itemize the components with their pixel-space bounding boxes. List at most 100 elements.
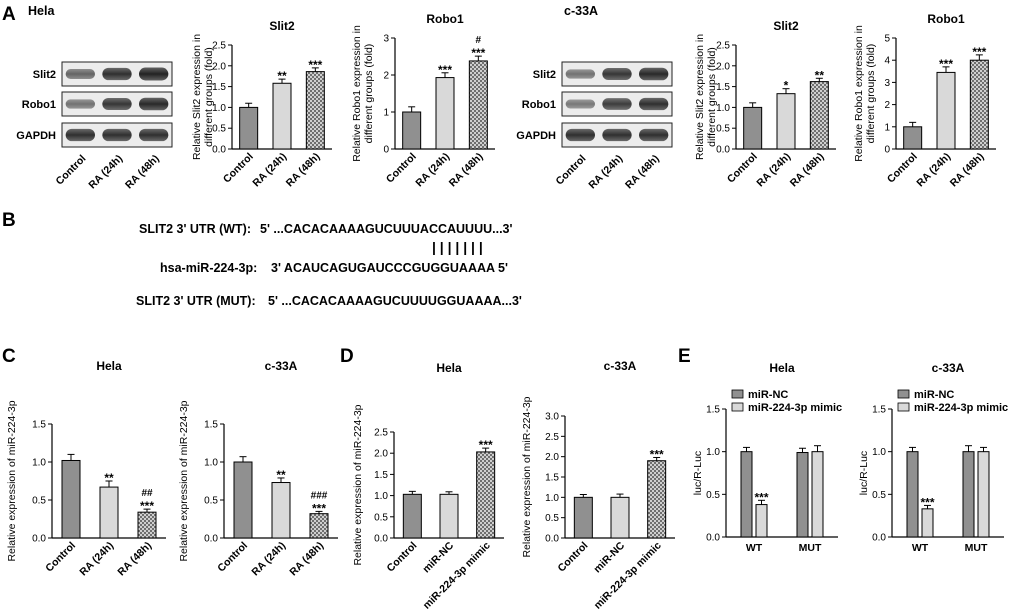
blot-band [565, 128, 595, 142]
panel-label-a: A [2, 4, 16, 25]
bar [239, 106, 259, 150]
y-tick-label: 0.0 [716, 145, 730, 156]
panel-label-c: C [2, 346, 16, 367]
x-tick-label: Control [215, 540, 250, 575]
y-tick-label: 0.5 [706, 490, 720, 501]
mut-label: SLIT2 3' UTR (MUT): [136, 294, 256, 308]
x-tick-label: RA (48h) [115, 540, 154, 579]
legend-swatch [897, 402, 910, 412]
y-axis-label: different groups (fold) [203, 47, 215, 147]
legend-label: miR-NC [748, 389, 788, 401]
y-tick-label: 0.0 [872, 533, 886, 544]
y-tick-label: 1.5 [706, 405, 720, 416]
significance-label: *** [650, 447, 664, 461]
bar [305, 71, 325, 150]
bar [272, 82, 292, 150]
significance-label: *** [438, 63, 452, 77]
y-tick-label: 1.5 [204, 420, 218, 431]
legend-label: miR-224-3p mimic [748, 402, 842, 414]
chart-d-c33a: c-33A Relative expression of miR-224-3p 0.… [521, 359, 675, 612]
blot-row-label: Slit2 [33, 69, 56, 81]
y-tick-label: 1.0 [204, 458, 218, 469]
blot-band [639, 97, 669, 111]
y-tick-label: 1.0 [706, 447, 720, 458]
y-axis-label: luc/R-Luc [858, 451, 870, 495]
chart-a-c33a-slit2: Slit2 Relative Slit2 expression in differe… [694, 19, 836, 189]
significance-label: ## [141, 488, 153, 499]
y-tick-label: 1.5 [212, 82, 226, 93]
mut-sequence: 5' ...CACACAAAAGUCUUUUGGUAAAA...3' [268, 294, 522, 308]
significance-label: *** [479, 438, 493, 452]
blot-band [65, 99, 95, 109]
y-tick-label: 2 [383, 71, 389, 82]
y-tick-label: 2 [884, 100, 890, 111]
bar [402, 111, 422, 150]
sequence-alignment: SLIT2 3' UTR (WT): 5' ...CACACAAAAGUCUUU… [136, 222, 522, 308]
x-tick-label: miR-224-3p mimic [421, 540, 493, 612]
legend-swatch [731, 402, 744, 412]
y-tick-label: 0.0 [374, 534, 388, 545]
blot-row-label: Slit2 [533, 69, 556, 81]
chart-title: Slit2 [269, 19, 295, 33]
legend-label: miR-NC [914, 389, 954, 401]
bar [309, 513, 329, 539]
chart-a-hela-robo1: Robo1 Relative Robo1 expression in differe… [351, 12, 495, 189]
bar [573, 496, 593, 539]
chart-title: c-33A [604, 359, 637, 373]
x-tick-label: MUT [965, 542, 988, 554]
y-tick-label: 0.0 [204, 534, 218, 545]
y-tick-label: 0 [884, 145, 890, 156]
significance-label: *** [312, 501, 326, 515]
significance-label: ** [276, 468, 286, 482]
y-tick-label: 2.5 [212, 41, 226, 52]
bar [61, 459, 81, 539]
x-tick-label: RA (48h) [948, 151, 987, 190]
bar [271, 482, 291, 539]
bar [610, 496, 630, 539]
blot-band [102, 67, 132, 81]
blot-lane-label: Control [54, 153, 89, 188]
y-tick-label: 0.0 [32, 534, 46, 545]
y-tick-label: 1 [383, 108, 389, 119]
significance-label: *** [308, 58, 322, 72]
bar [977, 451, 990, 538]
y-tick-label: 0 [383, 145, 389, 156]
x-tick-label: Control [43, 540, 78, 575]
blot-cell-title: c-33A [564, 4, 598, 18]
bar [811, 451, 824, 538]
bar [809, 81, 829, 150]
blot-band [102, 128, 132, 142]
blot-lane-label: RA (24h) [586, 153, 625, 192]
bar [755, 504, 768, 538]
y-axis-label: different groups (fold) [865, 44, 877, 144]
x-tick-label: RA (48h) [788, 151, 827, 190]
y-tick-label: 1.5 [716, 82, 730, 93]
bar [936, 71, 956, 150]
bar [740, 451, 753, 538]
chart-c-c33a: c-33A Relative expression of miR-224-3p 0.… [178, 359, 338, 578]
y-axis-label: Relative Robo1 expression in [853, 25, 865, 162]
y-tick-label: 1.0 [374, 491, 388, 502]
bar [402, 493, 422, 539]
chart-title: c-33A [265, 359, 298, 373]
blot-band [139, 97, 169, 111]
y-axis-label: different groups (fold) [706, 47, 718, 147]
y-tick-label: 2.0 [545, 452, 559, 463]
y-tick-label: 1.0 [716, 103, 730, 114]
y-axis-label: different groups (fold) [363, 44, 375, 144]
significance-label: ** [815, 68, 825, 82]
bar [99, 486, 119, 539]
significance-label: *** [140, 499, 154, 513]
blot-lane-label: Control [554, 153, 589, 188]
significance-label: ** [277, 69, 287, 83]
y-tick-label: 0.5 [872, 490, 886, 501]
chart-title: c-33A [932, 361, 965, 375]
y-tick-label: 4 [884, 56, 890, 67]
y-tick-label: 5 [884, 34, 890, 45]
blot-band [139, 128, 169, 142]
y-tick-label: 0.5 [716, 124, 730, 135]
bar [468, 60, 488, 150]
y-tick-label: 1.5 [545, 473, 559, 484]
